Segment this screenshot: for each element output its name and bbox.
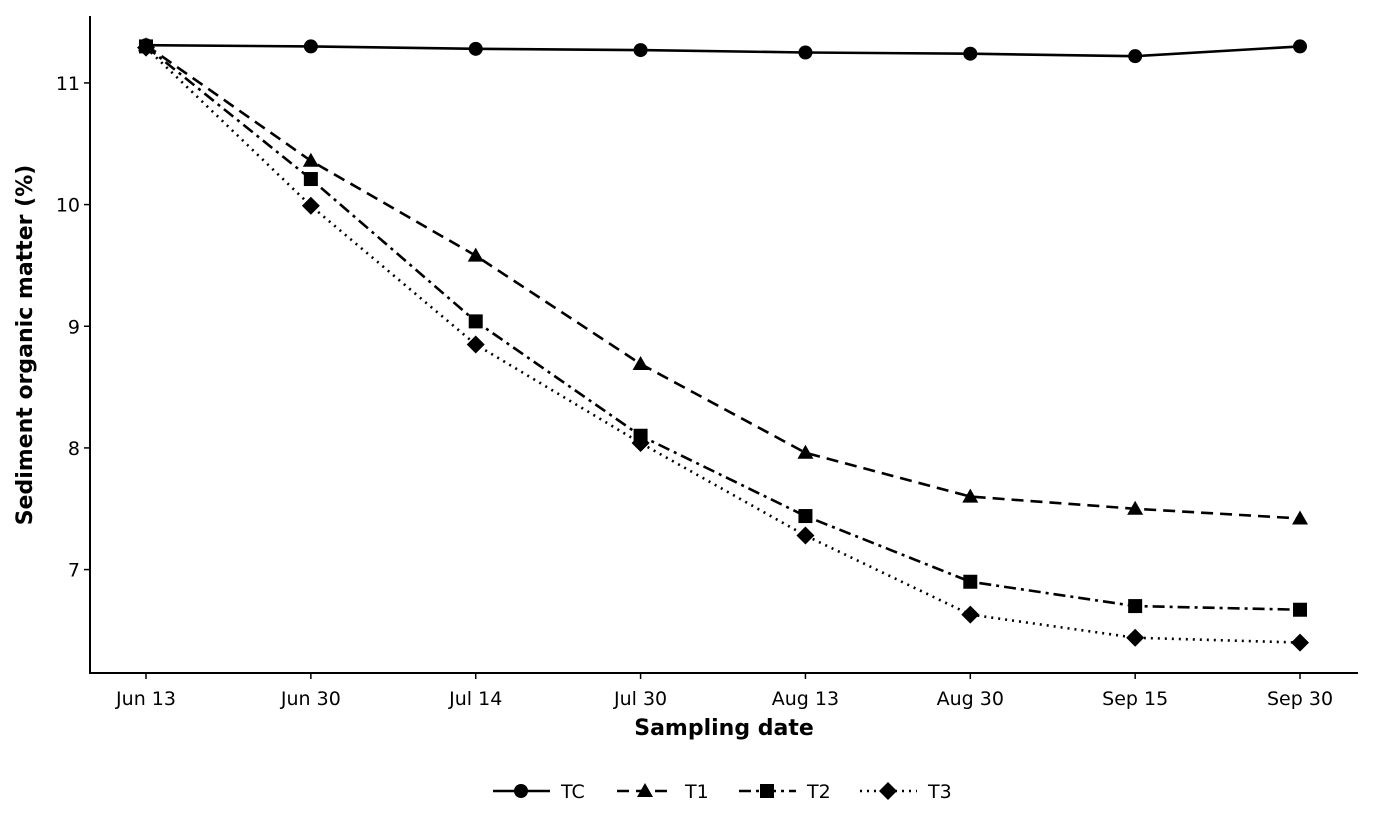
series-t2-point: [798, 509, 813, 524]
series-t3: [137, 38, 1310, 652]
series-tc-point: [468, 41, 483, 56]
x-axis-title: Sampling date: [634, 716, 814, 741]
legend-item-t3: T3: [860, 781, 952, 803]
series-t2-point: [1293, 602, 1308, 617]
series-t1-point: [1127, 500, 1144, 515]
series-t1-point: [632, 355, 649, 370]
series-t3-point: [961, 605, 980, 624]
series-t3-point: [301, 196, 320, 215]
series-t2-point: [1128, 599, 1143, 614]
series-t2: [139, 39, 1308, 617]
x-tick-label: Jul 14: [448, 688, 502, 710]
legend-label-t3: T3: [927, 781, 952, 803]
plot-area: [137, 37, 1310, 652]
legend-item-t1: T1: [617, 781, 709, 803]
series-t1-point: [797, 444, 814, 459]
legend-marker-t3: [879, 782, 897, 800]
series-tc: [139, 38, 1308, 64]
x-tick-label: Aug 13: [772, 688, 839, 710]
y-tick-label: 9: [68, 316, 80, 338]
x-tick-label: Jun 30: [280, 688, 341, 710]
x-tick-label: Aug 30: [937, 688, 1004, 710]
legend-item-t2: T2: [739, 781, 831, 803]
series-t3-point: [631, 434, 650, 453]
y-axis-title: Sediment organic matter (%): [13, 165, 38, 526]
legend-label-tc: TC: [560, 781, 585, 803]
series-tc-point: [303, 39, 318, 54]
x-tick-label: Sep 15: [1102, 688, 1168, 710]
y-tick-label: 10: [56, 195, 80, 217]
series-t1-point: [1292, 510, 1309, 525]
legend-marker-tc: [514, 784, 528, 798]
y-tick-label: 11: [56, 73, 80, 95]
legend-item-tc: TC: [493, 781, 585, 803]
series-t3-point: [1126, 628, 1145, 647]
legend-label-t1: T1: [684, 781, 709, 803]
series-t1-point: [467, 247, 484, 262]
x-tick-label: Sep 30: [1267, 688, 1333, 710]
series-t3-point: [466, 335, 485, 354]
series-tc-line: [145, 43, 1301, 58]
series-t3-point: [137, 38, 155, 57]
series-t3-point: [796, 526, 815, 545]
x-tick-label: Jul 30: [613, 688, 667, 710]
series-t2-point: [468, 314, 483, 329]
series-tc-point: [798, 45, 813, 60]
legend-marker-t1: [637, 783, 653, 797]
y-tick-label: 8: [68, 438, 80, 460]
legend-label-t2: T2: [806, 781, 831, 803]
series-t1-point: [962, 488, 979, 503]
series-tc-point: [633, 43, 648, 58]
y-tick-label: 7: [68, 560, 80, 582]
legend-marker-t2: [760, 784, 774, 798]
series-t2-point: [963, 574, 978, 589]
legend: TC T1 T2 T3: [493, 781, 952, 803]
x-axis-ticks: Jun 13 Jun 30 Jul 14 Jul 30 Aug 13 Aug 30 Sep …: [115, 673, 1333, 710]
x-tick-label: Jun 13: [115, 688, 176, 710]
y-axis-ticks: 7 8 9 10 11: [56, 73, 90, 582]
series-t1: [138, 37, 1309, 525]
series-t3-point: [1291, 633, 1310, 652]
series-t2-line: [145, 45, 1301, 612]
series-t3-line: [145, 46, 1301, 644]
series-tc-point: [1293, 39, 1308, 54]
series-tc-point: [1128, 49, 1143, 64]
series-tc-point: [963, 46, 978, 61]
series-t2-point: [303, 172, 318, 187]
series-t1-line: [145, 44, 1301, 520]
series-t1-point: [302, 152, 319, 167]
